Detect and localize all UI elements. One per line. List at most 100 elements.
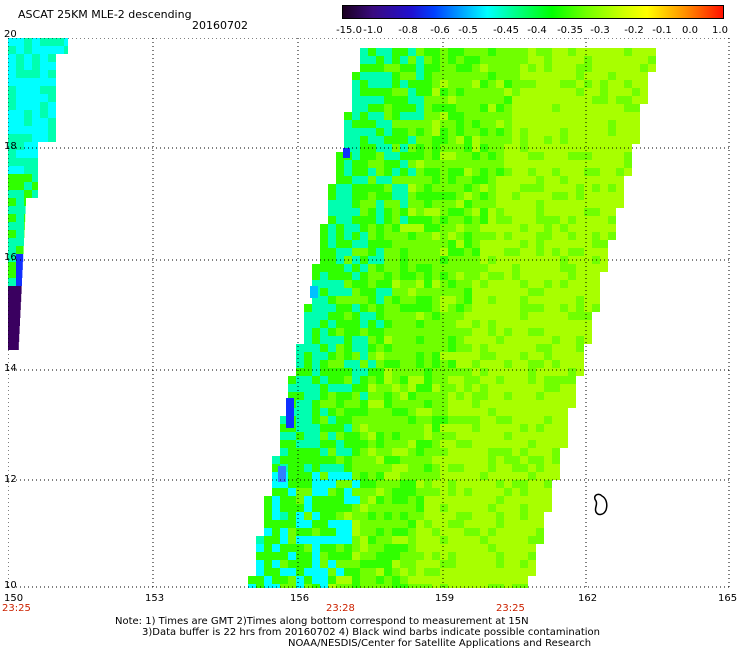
wind-cell xyxy=(288,568,296,576)
wind-cell xyxy=(8,110,16,118)
wind-cell xyxy=(552,64,560,72)
wind-cell xyxy=(400,120,408,128)
wind-cell xyxy=(608,168,616,176)
wind-cell xyxy=(368,240,376,248)
wind-cell xyxy=(584,328,592,336)
wind-cell xyxy=(400,392,408,400)
wind-cell xyxy=(400,80,408,88)
wind-cell xyxy=(608,216,616,224)
wind-cell xyxy=(648,64,656,72)
wind-cell xyxy=(472,352,480,360)
wind-cell xyxy=(584,312,592,320)
wind-cell xyxy=(408,464,416,472)
wind-cell xyxy=(32,62,40,70)
wind-cell xyxy=(544,408,552,416)
wind-cell xyxy=(392,544,400,552)
wind-cell xyxy=(408,584,416,588)
wind-cell xyxy=(312,536,320,544)
wind-cell xyxy=(520,200,528,208)
wind-cell xyxy=(272,544,280,552)
wind-cell xyxy=(320,424,328,432)
wind-cell xyxy=(496,224,504,232)
wind-cell xyxy=(472,136,480,144)
wind-cell xyxy=(264,536,272,544)
wind-cell xyxy=(488,368,496,376)
wind-cell xyxy=(600,48,608,56)
wind-cell xyxy=(560,80,568,88)
wind-cell xyxy=(344,112,352,120)
wind-cell xyxy=(576,112,584,120)
wind-cell xyxy=(464,312,472,320)
wind-cell xyxy=(416,80,424,88)
wind-cell xyxy=(528,448,536,456)
wind-cell xyxy=(336,232,344,240)
wind-cell xyxy=(536,480,544,488)
wind-cell xyxy=(584,200,592,208)
wind-cell xyxy=(400,312,408,320)
wind-cell xyxy=(16,238,24,246)
wind-cell xyxy=(376,416,384,424)
lat-label-20: 20 xyxy=(4,29,17,40)
wind-cell xyxy=(360,272,368,280)
wind-cell xyxy=(328,408,336,416)
wind-cell xyxy=(408,456,416,464)
lon-label-153: 153 xyxy=(145,593,165,604)
wind-cell xyxy=(448,336,456,344)
wind-cell xyxy=(360,528,368,536)
wind-cell xyxy=(544,104,552,112)
wind-cell xyxy=(536,208,544,216)
wind-cell xyxy=(464,352,472,360)
wind-cell xyxy=(320,368,328,376)
wind-cell xyxy=(424,336,432,344)
wind-cell xyxy=(424,432,432,440)
wind-cell xyxy=(544,136,552,144)
wind-cell xyxy=(456,112,464,120)
wind-cell xyxy=(336,176,344,184)
wind-cell xyxy=(512,512,520,520)
wind-cell xyxy=(488,432,496,440)
wind-cell xyxy=(360,128,368,136)
time-label-left: 23:25 xyxy=(2,603,31,614)
wind-cell xyxy=(304,368,312,376)
wind-cell xyxy=(472,192,480,200)
wind-cell xyxy=(592,216,600,224)
wind-cell xyxy=(256,536,264,544)
wind-cell xyxy=(424,320,432,328)
wind-cell xyxy=(408,432,416,440)
wind-cell xyxy=(448,80,456,88)
wind-cell xyxy=(384,208,392,216)
wind-cell xyxy=(272,552,280,560)
wind-cell xyxy=(624,104,632,112)
wind-cell xyxy=(384,384,392,392)
wind-cell xyxy=(360,104,368,112)
wind-cell xyxy=(352,320,360,328)
wind-cell xyxy=(384,568,392,576)
wind-cell xyxy=(552,192,560,200)
wind-cell xyxy=(488,224,496,232)
wind-cell xyxy=(496,424,504,432)
wind-cell xyxy=(272,464,280,472)
wind-cell xyxy=(448,328,456,336)
wind-cell xyxy=(24,134,32,142)
wind-cell xyxy=(496,304,504,312)
wind-cell xyxy=(416,448,424,456)
wind-cell xyxy=(440,112,448,120)
wind-cell xyxy=(448,408,456,416)
wind-cell xyxy=(312,384,320,392)
wind-cell xyxy=(552,280,560,288)
lat-lon-grid xyxy=(8,38,730,588)
wind-cell xyxy=(408,216,416,224)
wind-cell xyxy=(344,408,352,416)
wind-cell xyxy=(600,56,608,64)
wind-cell xyxy=(488,552,496,560)
wind-cell xyxy=(472,160,480,168)
wind-cell xyxy=(544,384,552,392)
wind-cell xyxy=(616,56,624,64)
wind-cell xyxy=(32,38,40,46)
wind-cell xyxy=(416,536,424,544)
wind-cell xyxy=(464,528,472,536)
wind-cell xyxy=(560,360,568,368)
wind-cell xyxy=(576,152,584,160)
wind-cell xyxy=(16,326,20,334)
wind-cell xyxy=(328,568,336,576)
